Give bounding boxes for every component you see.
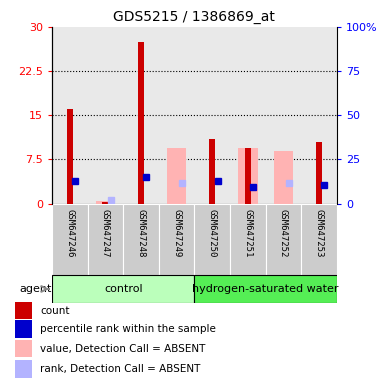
Bar [230,204,266,275]
Bar [301,27,337,204]
Text: count: count [40,306,70,316]
Text: GSM647247: GSM647247 [101,209,110,258]
Bar [123,204,159,275]
Bar [244,147,251,204]
Bar [52,27,88,204]
Bar [266,204,301,275]
Bar [159,27,194,204]
Text: hydrogen-saturated water: hydrogen-saturated water [192,284,339,294]
Text: percentile rank within the sample: percentile rank within the sample [40,324,216,334]
Bar [138,41,144,204]
Title: GDS5215 / 1386869_at: GDS5215 / 1386869_at [114,10,275,25]
Bar [88,204,123,275]
Bar [159,204,194,275]
Bar [274,151,293,204]
Text: agent: agent [19,284,51,294]
Text: GSM647248: GSM647248 [137,209,146,258]
Bar [15,360,32,377]
Bar [52,204,88,275]
Bar [194,275,337,303]
Bar [95,201,115,204]
Bar [123,27,159,204]
Bar [15,302,32,319]
Bar [209,139,216,204]
Bar [15,320,32,338]
Bar [15,339,32,358]
Text: GSM647246: GSM647246 [65,209,74,258]
Text: GSM647249: GSM647249 [172,209,181,258]
Bar [266,27,301,204]
Bar [194,204,230,275]
Bar [316,142,322,204]
Bar [301,204,337,275]
Bar [67,109,73,204]
Text: control: control [104,284,142,294]
Bar [102,202,109,204]
Bar [52,275,194,303]
Text: value, Detection Call = ABSENT: value, Detection Call = ABSENT [40,344,206,354]
Text: GSM647252: GSM647252 [279,209,288,258]
Bar [230,27,266,204]
Text: GSM647251: GSM647251 [243,209,252,258]
Text: GSM647250: GSM647250 [208,209,217,258]
Text: rank, Detection Call = ABSENT: rank, Detection Call = ABSENT [40,364,201,374]
Bar [238,147,258,204]
Bar [194,27,230,204]
Text: GSM647253: GSM647253 [315,209,323,258]
Bar [167,147,186,204]
Bar [88,27,123,204]
